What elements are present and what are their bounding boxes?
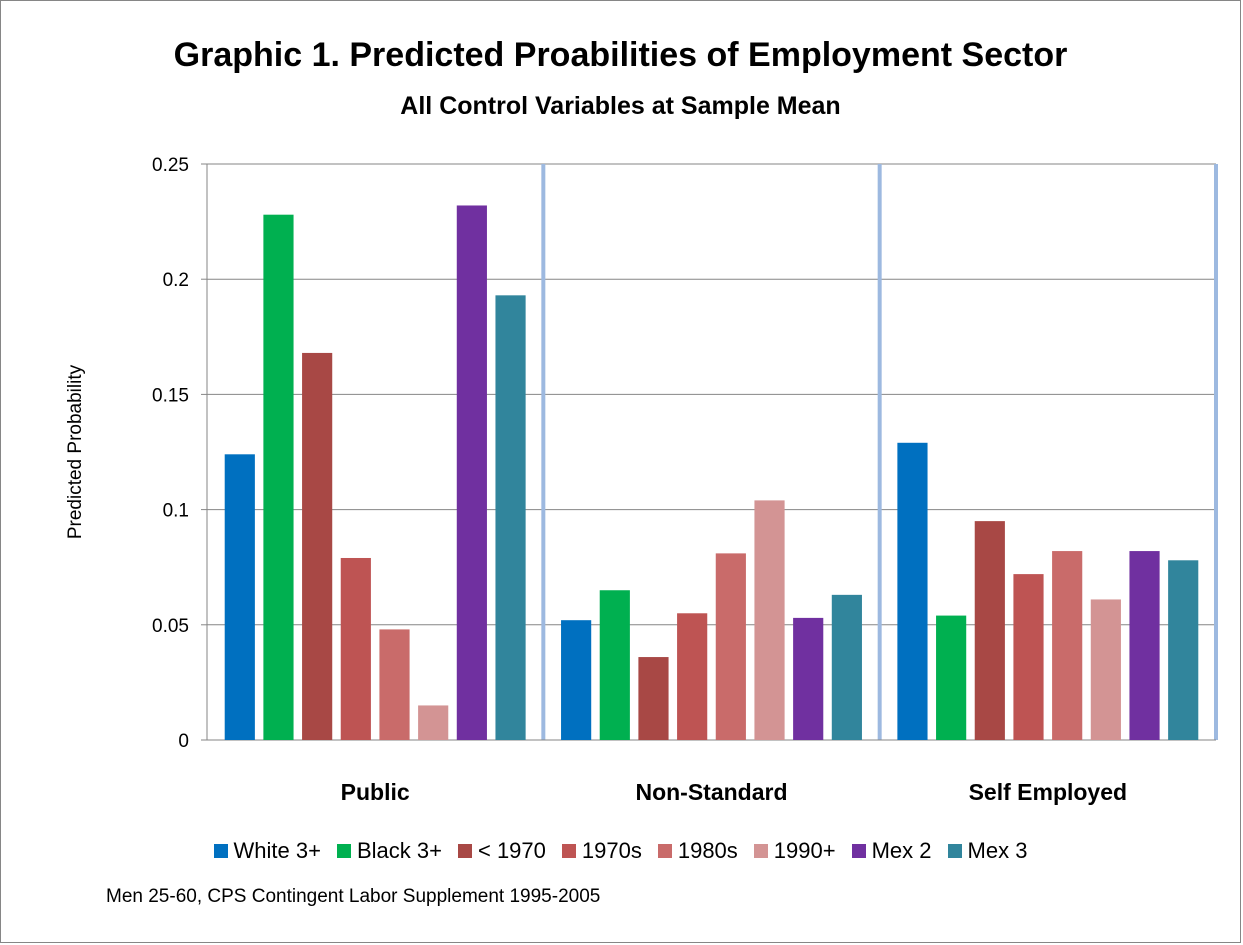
legend-item: White 3+ bbox=[213, 838, 321, 864]
bar-1980s-self-employed bbox=[1052, 551, 1083, 740]
legend-label: White 3+ bbox=[233, 838, 321, 863]
legend: White 3+ Black 3+ < 1970 1970s 1980s 1990+ Mex… bbox=[0, 838, 1241, 864]
source-note: Men 25-60, CPS Contingent Labor Suppleme… bbox=[106, 886, 601, 907]
legend-swatch bbox=[336, 844, 351, 858]
legend-swatch bbox=[947, 844, 962, 858]
legend-label: 1990+ bbox=[773, 838, 836, 863]
chart-subtitle: All Control Variables at Sample Mean bbox=[400, 92, 841, 120]
legend-item: Mex 2 bbox=[851, 838, 932, 864]
bar-1970s-self-employed bbox=[1013, 574, 1044, 740]
bar-white-3-non-standard bbox=[561, 620, 592, 740]
bar-1970-self-employed bbox=[974, 521, 1005, 740]
bar-1970-public bbox=[302, 352, 333, 740]
bar-mex-2-non-standard bbox=[793, 617, 824, 740]
bar-black-3-self-employed bbox=[936, 615, 967, 740]
bar-mex-2-self-employed bbox=[1129, 551, 1160, 740]
x-category-label: Public bbox=[341, 779, 410, 805]
legend-label: 1980s bbox=[677, 838, 738, 863]
bar-1970-non-standard bbox=[638, 657, 669, 740]
legend-label: Mex 3 bbox=[967, 838, 1028, 863]
y-tick-label: 0.15 bbox=[152, 385, 189, 406]
bar-black-3-public bbox=[263, 214, 294, 741]
y-tick-label: 0 bbox=[178, 731, 189, 752]
legend-swatch bbox=[561, 844, 576, 858]
chart-title: Graphic 1. Predicted Proabilities of Emp… bbox=[173, 36, 1068, 74]
legend-item: 1990+ bbox=[753, 838, 836, 864]
bar-1990-non-standard bbox=[754, 500, 785, 740]
x-category-label: Self Employed bbox=[969, 779, 1127, 805]
legend-swatch bbox=[851, 844, 866, 858]
bar-mex-3-public bbox=[495, 295, 526, 740]
bar-1980s-public bbox=[379, 629, 410, 740]
legend-swatch bbox=[213, 844, 228, 858]
y-tick-label: 0.05 bbox=[152, 616, 189, 637]
bar-white-3-public bbox=[224, 454, 255, 740]
y-tick-label: 0.2 bbox=[163, 270, 189, 291]
bar-1980s-non-standard bbox=[715, 553, 746, 740]
bar-mex-3-self-employed bbox=[1168, 560, 1199, 740]
bar-1970s-public bbox=[340, 557, 371, 740]
legend-item: 1980s bbox=[657, 838, 738, 864]
bar-1990-public bbox=[418, 705, 449, 740]
legend-label: Black 3+ bbox=[356, 838, 442, 863]
bar-mex-2-public bbox=[456, 205, 487, 741]
bar-black-3-non-standard bbox=[599, 590, 630, 740]
legend-label: Mex 2 bbox=[871, 838, 932, 863]
bar-white-3-self-employed bbox=[897, 442, 928, 740]
bar-mex-3-non-standard bbox=[831, 594, 862, 740]
y-tick-label: 0.25 bbox=[152, 155, 189, 176]
legend-label: 1970s bbox=[581, 838, 642, 863]
legend-item: 1970s bbox=[561, 838, 642, 864]
legend-item: Mex 3 bbox=[947, 838, 1028, 864]
legend-item: Black 3+ bbox=[336, 838, 442, 864]
y-tick-label: 0.1 bbox=[163, 501, 189, 522]
x-category-label: Non-Standard bbox=[635, 779, 787, 805]
legend-swatch bbox=[657, 844, 672, 858]
bar-1990-self-employed bbox=[1090, 599, 1121, 740]
bar-1970s-non-standard bbox=[677, 613, 708, 740]
legend-label: < 1970 bbox=[477, 838, 546, 863]
legend-item: < 1970 bbox=[457, 838, 546, 864]
legend-swatch bbox=[457, 844, 472, 858]
legend-swatch bbox=[753, 844, 768, 858]
